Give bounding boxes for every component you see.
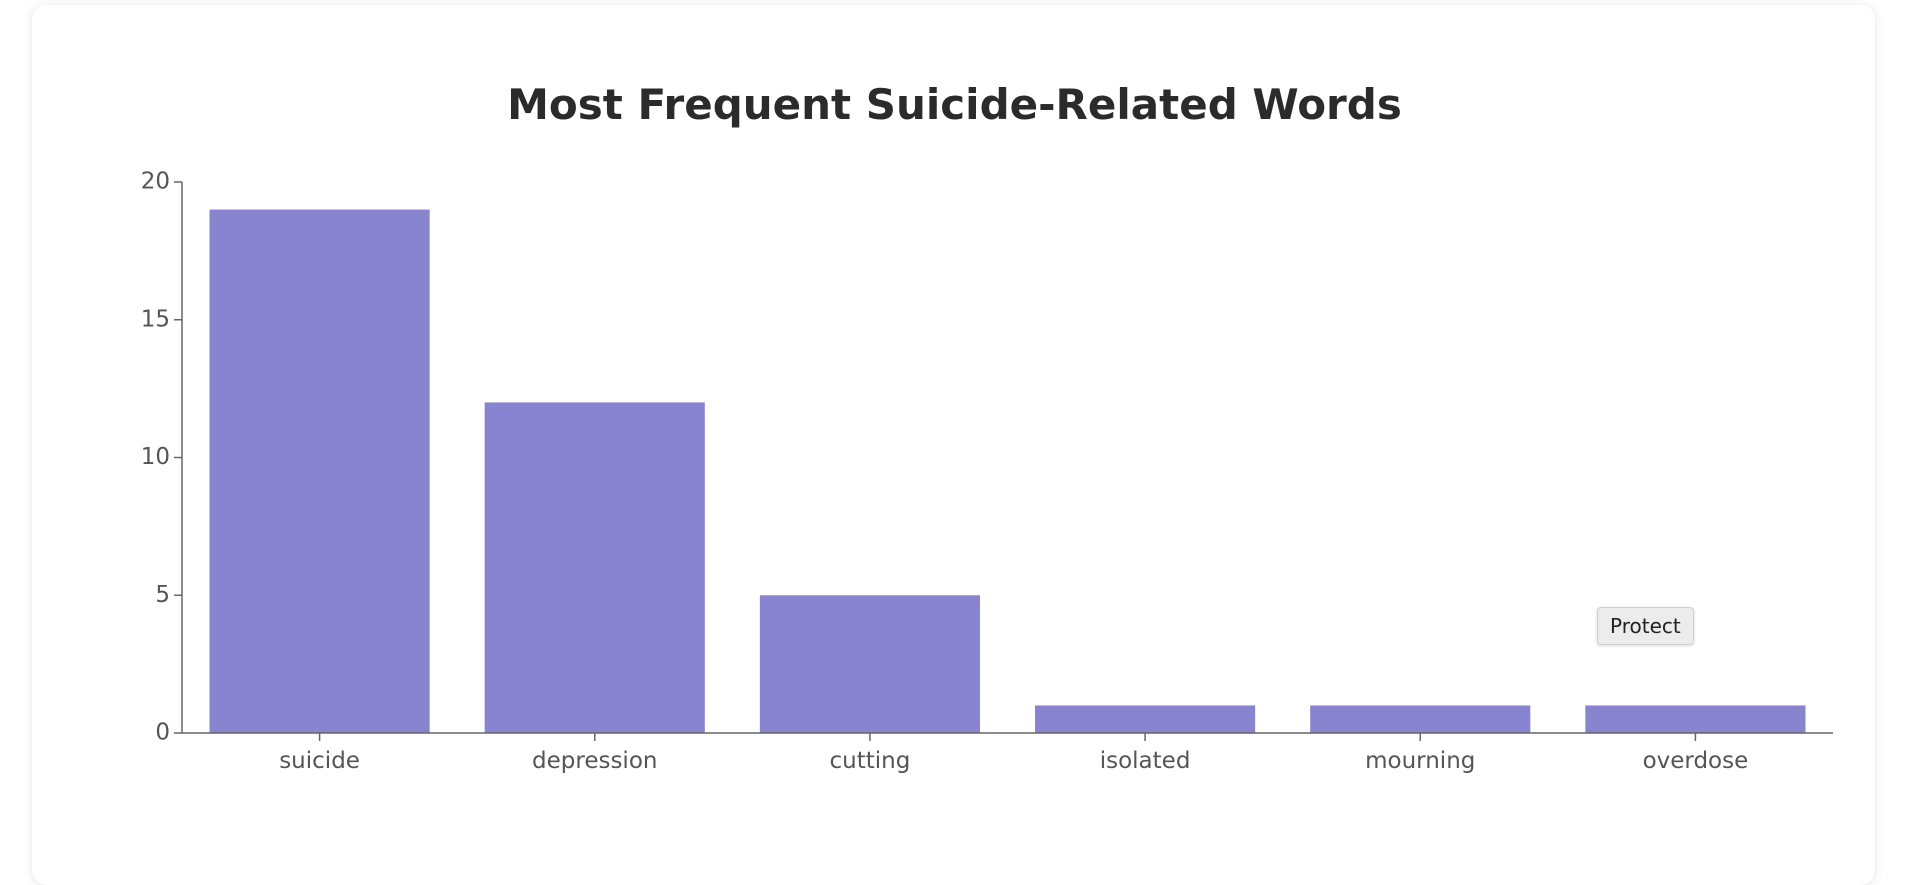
y-tick-label: 15 — [141, 306, 170, 332]
bar-cutting[interactable] — [759, 595, 980, 733]
bars — [209, 209, 1806, 734]
x-tick-label: isolated — [1100, 748, 1191, 774]
x-tick-label: suicide — [279, 748, 360, 774]
bar-isolated[interactable] — [1035, 705, 1256, 733]
protect-tooltip[interactable]: Protect — [1597, 607, 1694, 645]
y-tick-label: 20 — [141, 169, 170, 195]
x-tick-label: overdose — [1643, 748, 1749, 774]
y-axis-ticks: 0 5 10 15 20 — [141, 169, 182, 746]
chart-title: Most Frequent Suicide-Related Words — [507, 80, 1402, 129]
x-tick-label: mourning — [1365, 748, 1475, 774]
y-tick-label: 5 — [155, 582, 170, 608]
bar-suicide[interactable] — [209, 209, 430, 734]
x-tick-label: cutting — [830, 748, 911, 774]
bar-depression[interactable] — [484, 402, 705, 733]
x-tick-label: depression — [532, 748, 657, 774]
bar-mourning[interactable] — [1310, 705, 1531, 733]
x-axis-ticks: suicide depression cutting isolated mourning… — [279, 733, 1748, 774]
bar-chart: 0 5 10 15 20 suicide depression cutting isolate… — [141, 169, 1833, 774]
y-tick-label: 0 — [155, 720, 170, 746]
bar-overdose[interactable] — [1585, 705, 1806, 733]
y-tick-label: 10 — [141, 444, 170, 470]
